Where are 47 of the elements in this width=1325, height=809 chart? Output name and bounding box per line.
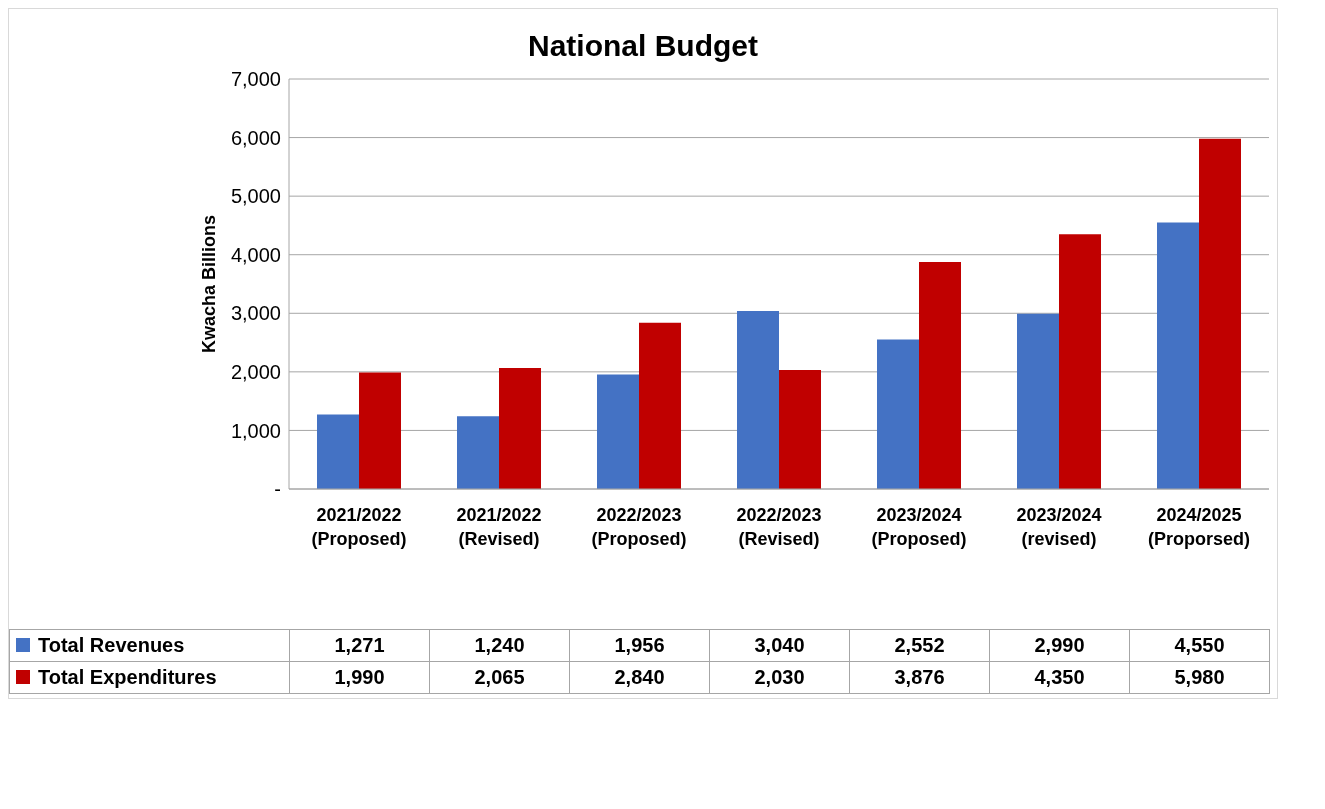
data-label: 2,552 xyxy=(849,629,990,662)
data-label: 5,980 xyxy=(1129,661,1270,694)
bar xyxy=(597,374,639,489)
y-tick-label: - xyxy=(274,478,281,501)
data-label: 1,990 xyxy=(289,661,430,694)
x-tick-label: 2022/2023 (Revised) xyxy=(736,505,822,549)
bar xyxy=(1059,234,1101,489)
x-tick-label: 2022/2023 (Proposed) xyxy=(591,505,687,549)
data-label: 1,271 xyxy=(289,629,430,662)
x-tick-label: 2023/2024 (revised) xyxy=(1016,505,1102,549)
bar xyxy=(457,416,499,489)
legend-label: Total Revenues xyxy=(9,629,290,662)
bar xyxy=(1199,138,1241,489)
bar xyxy=(1157,222,1199,489)
bar xyxy=(737,310,779,489)
data-label: 3,040 xyxy=(709,629,850,662)
y-tick-label: 3,000 xyxy=(230,302,281,325)
data-label: 2,030 xyxy=(709,661,850,694)
data-label: 2,840 xyxy=(569,661,710,694)
bar xyxy=(1017,313,1059,489)
data-label: 1,956 xyxy=(569,629,710,662)
data-label: 3,876 xyxy=(849,661,990,694)
x-tick-label: 2024/2025 (Proporsed) xyxy=(1147,505,1251,549)
chart-title: National Budget xyxy=(527,28,759,64)
bar xyxy=(779,370,821,489)
y-tick-label: 5,000 xyxy=(230,185,281,208)
y-tick-label: 2,000 xyxy=(230,360,281,383)
bar xyxy=(639,322,681,489)
x-tick-label: 2021/2022 (Proposed) xyxy=(311,505,407,549)
bar xyxy=(919,261,961,489)
legend-label: Total Expenditures xyxy=(9,661,290,694)
y-axis-title: Kwacha Billions xyxy=(199,214,220,354)
data-label: 1,240 xyxy=(429,629,570,662)
y-tick-label: 6,000 xyxy=(230,126,281,149)
data-label: 4,550 xyxy=(1129,629,1270,662)
y-tick-label: 4,000 xyxy=(230,243,281,266)
y-tick-label: 7,000 xyxy=(230,68,281,91)
bar xyxy=(499,368,541,489)
data-label: 2,990 xyxy=(989,629,1130,662)
data-label: 2,065 xyxy=(429,661,570,694)
bar xyxy=(317,414,359,489)
bar xyxy=(359,372,401,489)
x-tick-label: 2023/2024 (Proposed) xyxy=(871,505,967,549)
x-tick-label: 2021/2022 (Revised) xyxy=(456,505,542,549)
bar xyxy=(877,339,919,489)
data-label: 4,350 xyxy=(989,661,1130,694)
y-tick-label: 1,000 xyxy=(230,419,281,442)
